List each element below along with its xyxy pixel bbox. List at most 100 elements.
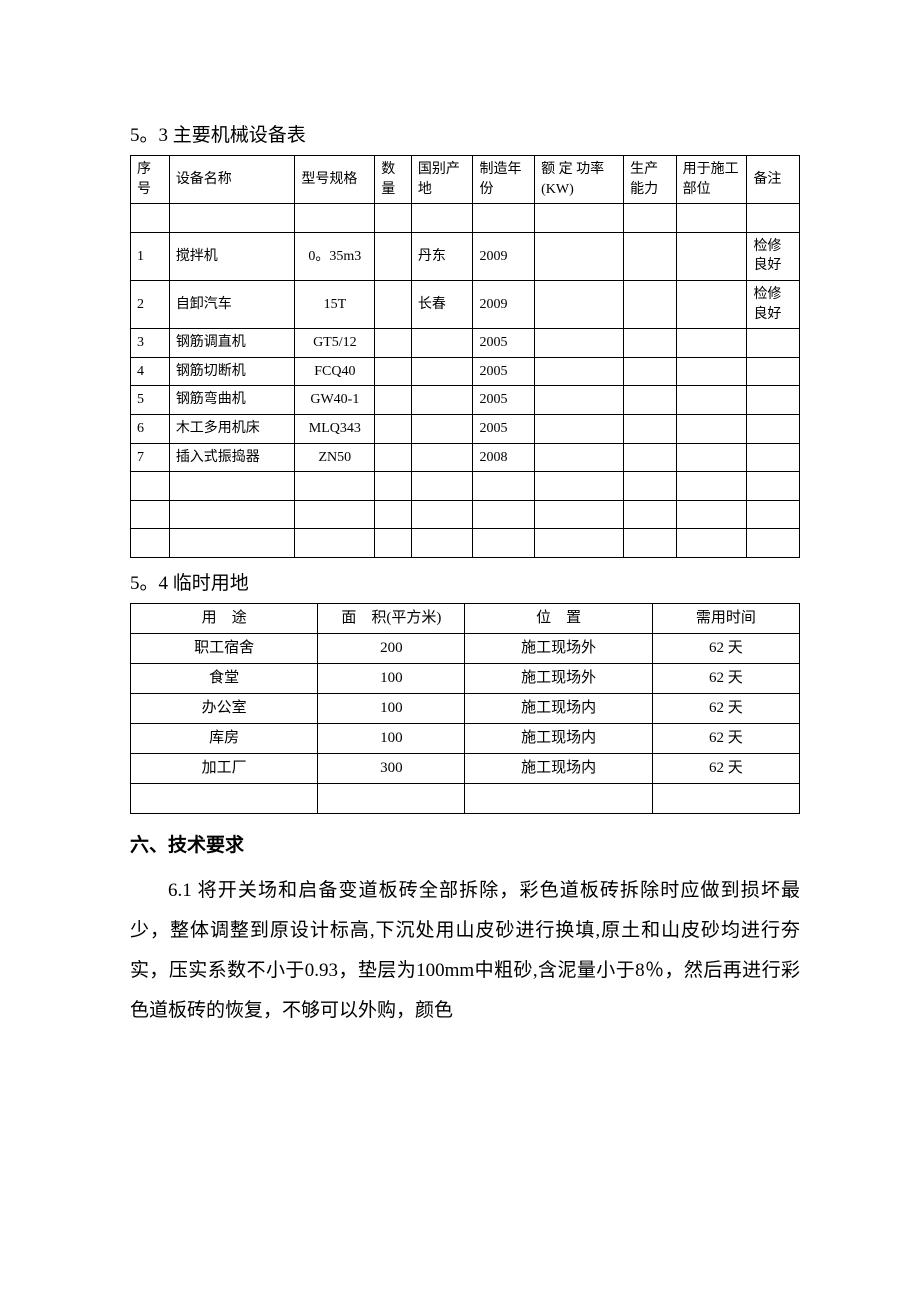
table-row: 3钢筋调直机GT5/12 2005 bbox=[131, 329, 800, 358]
table-cell bbox=[676, 414, 747, 443]
table-cell bbox=[624, 329, 677, 358]
table-cell bbox=[375, 280, 412, 328]
table-cell bbox=[747, 386, 800, 415]
table-row: 加工厂300施工现场内62 天 bbox=[131, 753, 800, 783]
table-cell: 62 天 bbox=[652, 723, 799, 753]
table-row bbox=[131, 204, 800, 233]
equipment-table: 序号设备名称型号规格数量国别产地制造年份额 定 功率(KW)生产能力用于施工部位… bbox=[130, 155, 800, 558]
table-header-cell: 序号 bbox=[131, 156, 170, 204]
table-row bbox=[131, 529, 800, 558]
table-cell bbox=[375, 443, 412, 472]
table-cell bbox=[535, 204, 624, 233]
table-cell bbox=[624, 443, 677, 472]
document-page: 5。3 主要机械设备表 序号设备名称型号规格数量国别产地制造年份额 定 功率(K… bbox=[0, 0, 920, 1302]
table-header-cell: 设备名称 bbox=[169, 156, 295, 204]
table-header-cell: 国别产地 bbox=[411, 156, 473, 204]
table-cell: 100 bbox=[318, 723, 465, 753]
table-cell bbox=[747, 529, 800, 558]
table-cell: 300 bbox=[318, 753, 465, 783]
table-cell bbox=[535, 472, 624, 501]
table-cell: 3 bbox=[131, 329, 170, 358]
table-header-cell: 制造年份 bbox=[473, 156, 535, 204]
table-header-cell: 用于施工部位 bbox=[676, 156, 747, 204]
table-cell: 施工现场内 bbox=[465, 693, 652, 723]
table-header-cell: 数量 bbox=[375, 156, 412, 204]
table-cell bbox=[411, 329, 473, 358]
table-header-cell: 额 定 功率(KW) bbox=[535, 156, 624, 204]
table-cell: 2005 bbox=[473, 357, 535, 386]
table-cell: 7 bbox=[131, 443, 170, 472]
section-heading-land: 5。4 临时用地 bbox=[130, 568, 800, 595]
table-cell bbox=[747, 329, 800, 358]
table-row: 职工宿舍200施工现场外62 天 bbox=[131, 633, 800, 663]
table-cell bbox=[676, 386, 747, 415]
table-cell bbox=[318, 783, 465, 813]
table-cell bbox=[747, 472, 800, 501]
table-cell bbox=[131, 472, 170, 501]
table-header-row: 用 途面 积(平方米)位 置需用时间 bbox=[131, 603, 800, 633]
table-cell: FCQ40 bbox=[295, 357, 375, 386]
table-cell bbox=[411, 472, 473, 501]
table-row: 1搅拌机0。35m3 丹东2009 检修良好 bbox=[131, 232, 800, 280]
table-cell bbox=[411, 357, 473, 386]
table-cell: 职工宿舍 bbox=[131, 633, 318, 663]
table-cell bbox=[375, 386, 412, 415]
table-cell: 检修良好 bbox=[747, 280, 800, 328]
table-cell: 2008 bbox=[473, 443, 535, 472]
table-cell: 100 bbox=[318, 693, 465, 723]
table-cell bbox=[169, 472, 295, 501]
table-cell: 15T bbox=[295, 280, 375, 328]
table-cell bbox=[375, 232, 412, 280]
table-cell bbox=[747, 204, 800, 233]
table-cell bbox=[131, 500, 170, 529]
table-cell bbox=[535, 414, 624, 443]
section-heading-tech: 六、技术要求 bbox=[130, 830, 800, 857]
table-cell bbox=[473, 204, 535, 233]
table-header-cell: 型号规格 bbox=[295, 156, 375, 204]
table-cell: 62 天 bbox=[652, 753, 799, 783]
table-cell bbox=[131, 204, 170, 233]
body-paragraph: 6.1 将开关场和启备变道板砖全部拆除，彩色道板砖拆除时应做到损坏最少，整体调整… bbox=[130, 871, 800, 1031]
table-cell bbox=[473, 472, 535, 501]
table-cell: 4 bbox=[131, 357, 170, 386]
table-cell bbox=[295, 472, 375, 501]
table-cell: 钢筋弯曲机 bbox=[169, 386, 295, 415]
table-cell bbox=[747, 500, 800, 529]
table-cell bbox=[747, 443, 800, 472]
table-header-row: 序号设备名称型号规格数量国别产地制造年份额 定 功率(KW)生产能力用于施工部位… bbox=[131, 156, 800, 204]
table-row bbox=[131, 500, 800, 529]
table-cell bbox=[652, 783, 799, 813]
table-cell bbox=[676, 357, 747, 386]
table-cell: 2 bbox=[131, 280, 170, 328]
table-cell bbox=[375, 357, 412, 386]
table-cell bbox=[375, 500, 412, 529]
table-cell: 食堂 bbox=[131, 663, 318, 693]
table-cell bbox=[131, 529, 170, 558]
table-cell bbox=[624, 280, 677, 328]
table-cell: 2005 bbox=[473, 386, 535, 415]
table-cell bbox=[169, 204, 295, 233]
table-cell bbox=[535, 443, 624, 472]
table-cell bbox=[535, 386, 624, 415]
table-cell bbox=[169, 529, 295, 558]
section-heading-equipment: 5。3 主要机械设备表 bbox=[130, 120, 800, 147]
table-cell bbox=[375, 529, 412, 558]
table-cell: 200 bbox=[318, 633, 465, 663]
table-cell bbox=[465, 783, 652, 813]
table-cell bbox=[747, 357, 800, 386]
table-cell: ZN50 bbox=[295, 443, 375, 472]
table-cell: 施工现场外 bbox=[465, 633, 652, 663]
table-cell bbox=[375, 472, 412, 501]
table-cell: 1 bbox=[131, 232, 170, 280]
table-row: 2自卸汽车15T 长春2009 检修良好 bbox=[131, 280, 800, 328]
table-cell bbox=[411, 443, 473, 472]
table-row: 5钢筋弯曲机GW40-1 2005 bbox=[131, 386, 800, 415]
table-cell: 2009 bbox=[473, 232, 535, 280]
table-cell: 施工现场内 bbox=[465, 723, 652, 753]
table-row bbox=[131, 472, 800, 501]
table-cell bbox=[295, 529, 375, 558]
table-header-cell: 需用时间 bbox=[652, 603, 799, 633]
table-row: 7插入式振捣器ZN50 2008 bbox=[131, 443, 800, 472]
table-cell bbox=[295, 500, 375, 529]
table-cell bbox=[295, 204, 375, 233]
